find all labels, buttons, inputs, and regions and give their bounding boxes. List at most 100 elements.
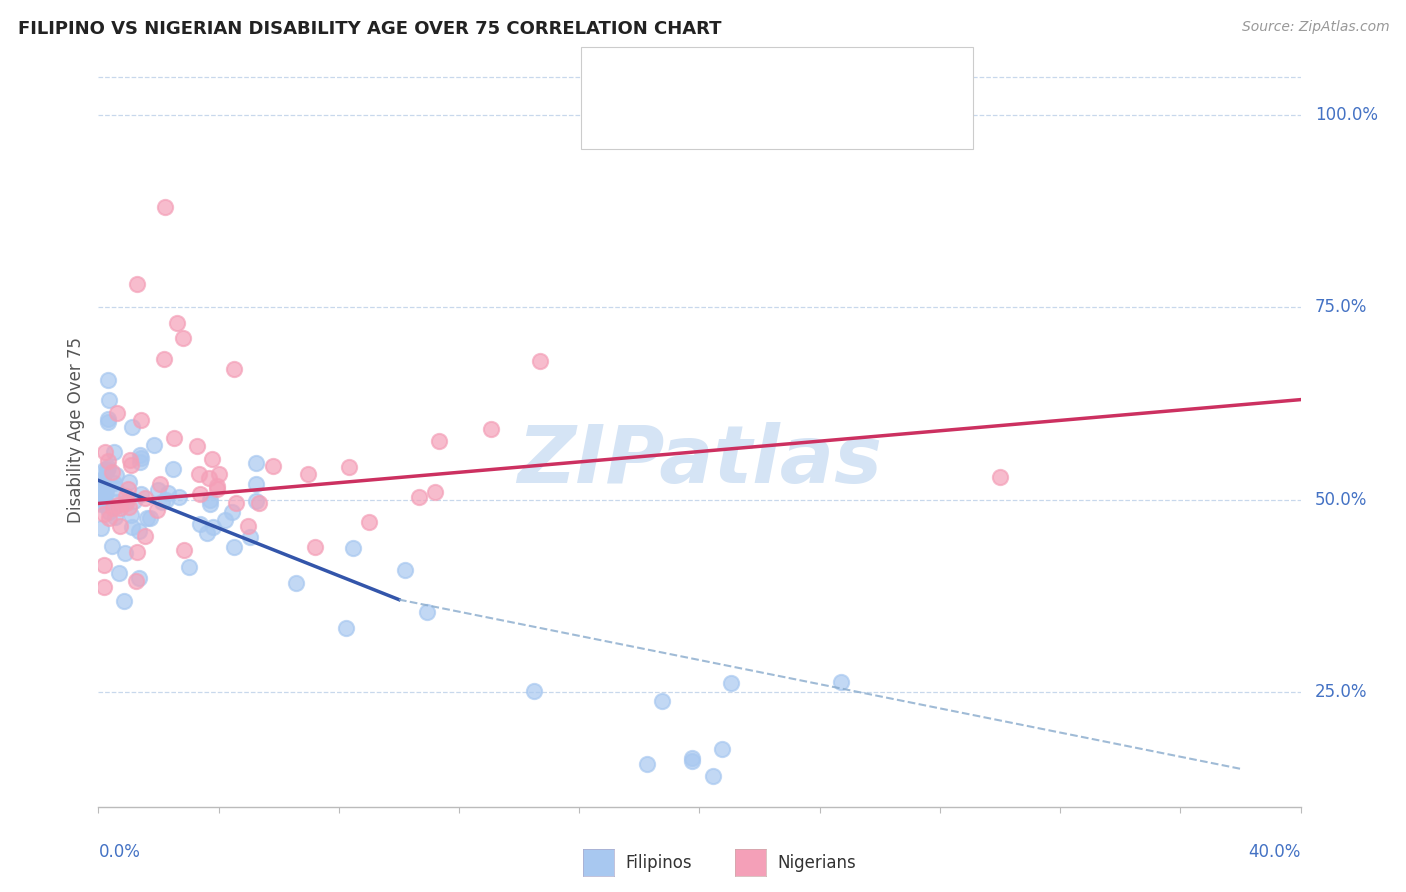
Point bbox=[93, 580, 115, 594]
Point bbox=[136, 510, 159, 524]
Point bbox=[129, 451, 152, 466]
Point bbox=[90, 496, 112, 510]
Text: ZIPatlas: ZIPatlas bbox=[517, 422, 882, 500]
Point bbox=[103, 475, 125, 490]
Point bbox=[129, 486, 152, 500]
Text: N =: N = bbox=[789, 68, 828, 86]
Point bbox=[97, 392, 120, 407]
Point bbox=[120, 458, 142, 473]
Point bbox=[93, 463, 115, 477]
Point bbox=[188, 467, 211, 482]
Point bbox=[173, 543, 195, 558]
Point bbox=[121, 520, 143, 534]
Point bbox=[98, 505, 121, 519]
Point bbox=[103, 444, 125, 458]
Point bbox=[172, 331, 194, 345]
Point bbox=[94, 489, 117, 503]
Point bbox=[188, 486, 211, 500]
Point bbox=[105, 406, 128, 420]
Point bbox=[208, 467, 231, 482]
Point bbox=[221, 505, 243, 519]
Point bbox=[101, 501, 124, 516]
Point bbox=[142, 438, 165, 452]
Point bbox=[93, 507, 115, 521]
Text: N =: N = bbox=[789, 111, 828, 128]
Point bbox=[425, 485, 447, 500]
Point bbox=[681, 751, 703, 765]
Point bbox=[153, 352, 176, 367]
Text: 78: 78 bbox=[828, 67, 855, 86]
Point bbox=[90, 477, 112, 491]
Point bbox=[118, 475, 141, 489]
Point bbox=[416, 605, 439, 619]
Point bbox=[94, 497, 117, 511]
Point bbox=[408, 490, 430, 504]
Point bbox=[97, 415, 120, 429]
Text: Source: ZipAtlas.com: Source: ZipAtlas.com bbox=[1241, 20, 1389, 34]
Point bbox=[186, 439, 208, 453]
Point bbox=[90, 483, 112, 497]
Point bbox=[245, 476, 267, 491]
Text: Filipinos: Filipinos bbox=[626, 854, 692, 871]
Point bbox=[146, 502, 169, 516]
Point bbox=[304, 540, 326, 554]
Point bbox=[201, 451, 224, 466]
Point bbox=[104, 482, 127, 496]
Point bbox=[394, 563, 416, 577]
Point bbox=[262, 458, 284, 473]
Point bbox=[335, 621, 357, 635]
Point bbox=[134, 491, 156, 505]
Point bbox=[245, 493, 267, 508]
Point bbox=[166, 316, 188, 330]
Point bbox=[128, 449, 150, 463]
Point bbox=[202, 520, 225, 534]
Point bbox=[97, 373, 120, 387]
Point bbox=[247, 496, 270, 510]
Point bbox=[177, 560, 200, 574]
Point bbox=[115, 490, 138, 504]
Point bbox=[90, 497, 112, 511]
Point bbox=[222, 362, 245, 376]
Point bbox=[90, 521, 112, 535]
Point bbox=[163, 431, 186, 445]
Point bbox=[139, 510, 162, 524]
Text: Nigerians: Nigerians bbox=[778, 854, 856, 871]
Text: 55: 55 bbox=[828, 111, 855, 129]
Point bbox=[104, 494, 127, 508]
Point bbox=[155, 492, 177, 507]
Point bbox=[297, 467, 319, 482]
Text: R =: R = bbox=[662, 68, 702, 86]
Point bbox=[134, 529, 156, 543]
Y-axis label: Disability Age Over 75: Disability Age Over 75 bbox=[66, 337, 84, 524]
Text: 0.0%: 0.0% bbox=[98, 844, 141, 862]
Point bbox=[125, 574, 148, 588]
Point bbox=[121, 420, 143, 434]
Point bbox=[162, 462, 184, 476]
Point bbox=[214, 513, 236, 527]
Point bbox=[125, 545, 148, 559]
Point bbox=[128, 571, 150, 585]
Point bbox=[96, 463, 118, 477]
Point bbox=[198, 492, 221, 507]
Point bbox=[146, 483, 169, 497]
Point bbox=[239, 530, 262, 544]
Point bbox=[188, 516, 211, 531]
Text: 50.0%: 50.0% bbox=[1315, 491, 1368, 508]
Point bbox=[720, 676, 742, 690]
Point bbox=[150, 494, 173, 508]
Point bbox=[101, 465, 124, 479]
Point bbox=[97, 454, 120, 468]
Text: 75.0%: 75.0% bbox=[1315, 298, 1368, 317]
Text: -0.429: -0.429 bbox=[704, 67, 773, 86]
Point bbox=[149, 477, 172, 491]
Point bbox=[205, 479, 228, 493]
Point bbox=[114, 496, 136, 510]
Point bbox=[238, 519, 260, 533]
Text: R =: R = bbox=[662, 111, 702, 128]
Text: 25.0%: 25.0% bbox=[1315, 683, 1368, 701]
Point bbox=[115, 493, 138, 508]
Point bbox=[98, 511, 121, 525]
Point bbox=[636, 756, 658, 771]
Point bbox=[128, 455, 150, 469]
Point bbox=[429, 434, 451, 449]
